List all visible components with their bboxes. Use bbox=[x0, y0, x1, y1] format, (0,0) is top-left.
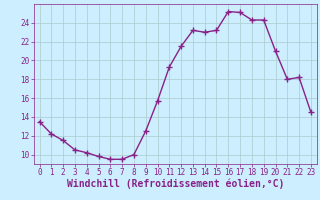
X-axis label: Windchill (Refroidissement éolien,°C): Windchill (Refroidissement éolien,°C) bbox=[67, 179, 284, 189]
